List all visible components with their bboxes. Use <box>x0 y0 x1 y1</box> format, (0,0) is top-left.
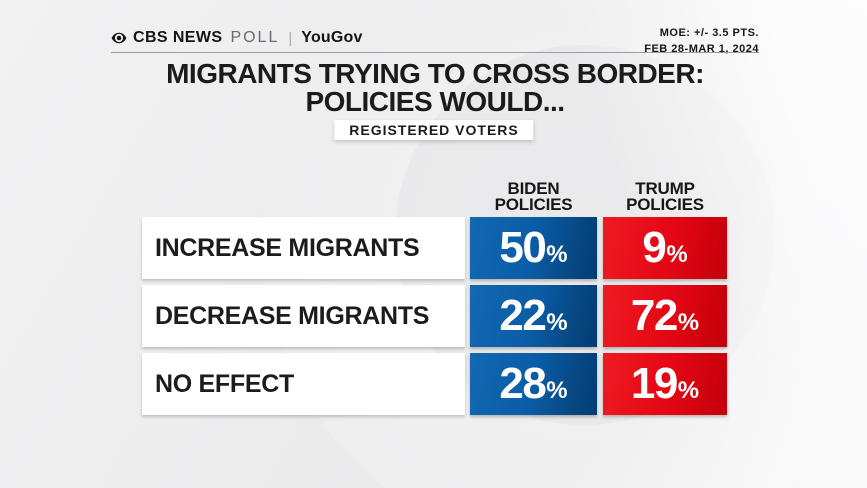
row-label-box: NO EFFECT <box>142 353 465 415</box>
cbs-eye-icon <box>111 30 127 46</box>
column-header-trump-line-2: POLICIES <box>626 195 704 214</box>
trump-value-cell: 72% <box>603 285 727 347</box>
title-line-1: MIGRANTS TRYING TO CROSS BORDER: <box>166 58 704 89</box>
percent-sign: % <box>666 241 688 268</box>
percent-sign: % <box>546 309 568 336</box>
trump-value-cell: 9% <box>603 217 727 279</box>
trump-value: 72 <box>630 291 678 340</box>
table-row: NO EFFECT 28% 19% <box>142 353 727 415</box>
table-row: INCREASE MIGRANTS 50% 9% <box>142 217 727 279</box>
brand-lockup: CBS NEWS POLL | YouGov <box>111 29 363 47</box>
row-label: NO EFFECT <box>155 369 294 398</box>
row-label-box: DECREASE MIGRANTS <box>142 285 465 347</box>
margin-of-error-note: MOE: +/- 3.5 PTS. FEB 28-MAR 1, 2024 <box>644 26 759 58</box>
biden-value-cell: 28% <box>470 353 597 415</box>
trump-value: 19 <box>630 359 678 408</box>
column-header-biden: BIDEN POLICIES <box>470 179 597 214</box>
biden-value: 28 <box>499 359 546 408</box>
moe-line-2: FEB 28-MAR 1, 2024 <box>644 42 759 55</box>
percent-sign: % <box>546 377 568 404</box>
row-label: INCREASE MIGRANTS <box>155 233 420 262</box>
brand-cbs-news: CBS NEWS <box>133 29 223 46</box>
percent-sign: % <box>546 241 568 268</box>
brand-divider: | <box>288 29 293 47</box>
column-header-biden-line-1: BIDEN <box>507 179 560 198</box>
row-label: DECREASE MIGRANTS <box>155 301 430 330</box>
brand-poll: POLL <box>230 29 280 46</box>
biden-value: 22 <box>499 291 546 340</box>
column-header-trump-line-1: TRUMP <box>635 179 695 198</box>
biden-value-cell: 22% <box>470 285 597 347</box>
moe-line-1: MOE: +/- 3.5 PTS. <box>659 27 759 39</box>
header-divider-line <box>111 52 759 53</box>
biden-value: 50 <box>499 223 546 272</box>
table-row: DECREASE MIGRANTS 22% 72% <box>142 285 727 347</box>
biden-value-cell: 50% <box>470 217 597 279</box>
column-header-biden-line-2: POLICIES <box>494 195 573 214</box>
brand-yougov: YouGov <box>301 29 363 46</box>
registered-voters-badge: REGISTERED VOTERS <box>334 120 534 140</box>
poll-table-rows: INCREASE MIGRANTS 50% 9% DECREASE MIGRAN… <box>142 217 727 415</box>
page-title: MIGRANTS TRYING TO CROSS BORDER: POLICIE… <box>60 60 810 116</box>
column-header-trump: TRUMP POLICIES <box>603 179 727 214</box>
title-line-2: POLICIES WOULD... <box>305 86 565 117</box>
percent-sign: % <box>677 377 700 404</box>
trump-value-cell: 19% <box>603 353 727 415</box>
trump-value: 9 <box>642 223 666 272</box>
percent-sign: % <box>677 309 700 336</box>
row-label-box: INCREASE MIGRANTS <box>142 217 465 279</box>
